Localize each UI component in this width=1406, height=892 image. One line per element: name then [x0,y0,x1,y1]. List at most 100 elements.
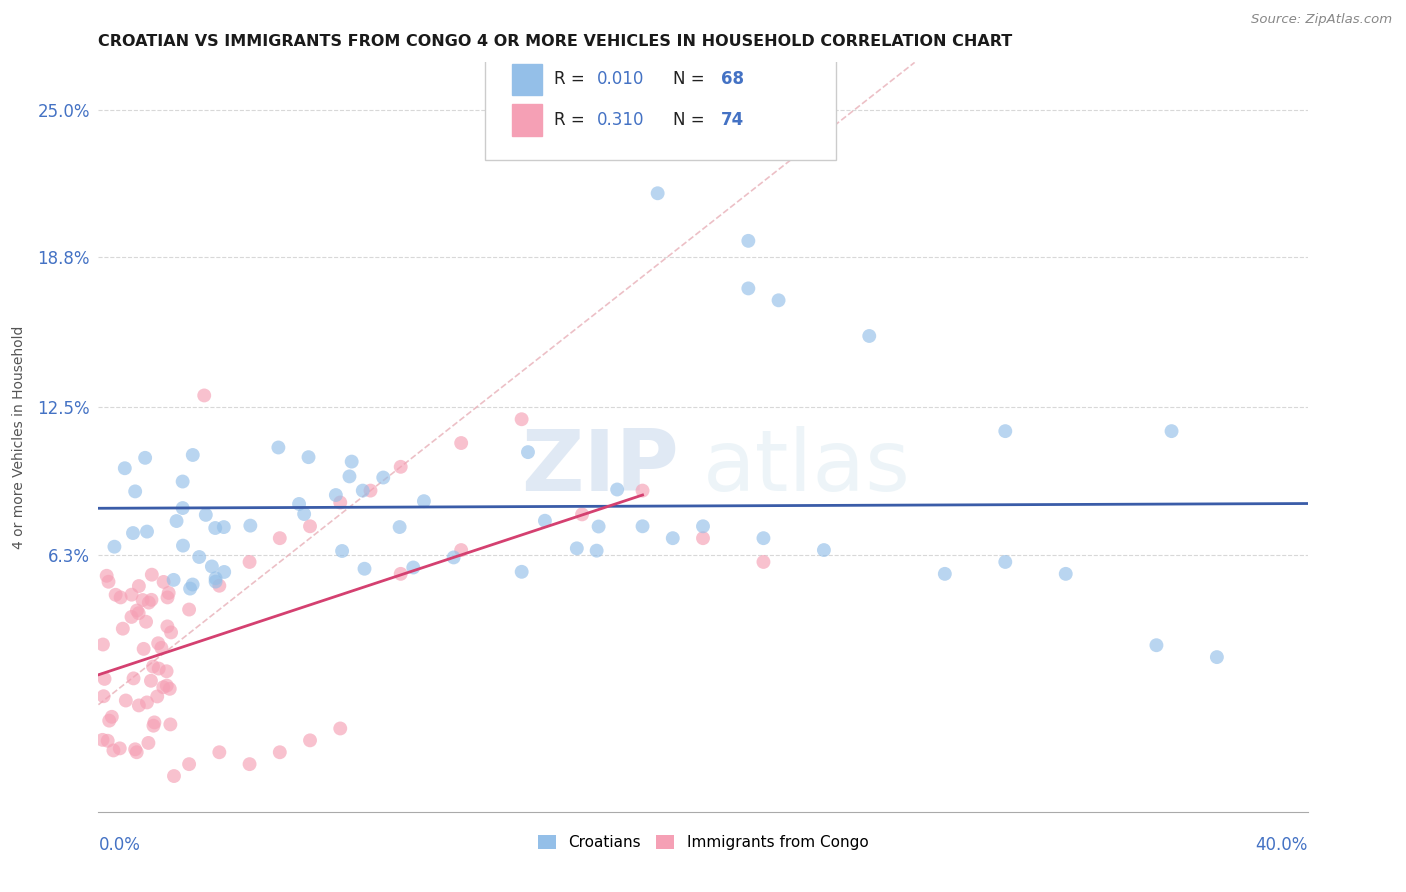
Point [160,625,183,640]
Point [131,593,153,607]
Point [269,531,291,545]
Point [157,586,180,600]
Point [110,591,132,605]
Point [104,588,127,602]
Legend: Croatians, Immigrants from Congo: Croatians, Immigrants from Congo [531,830,875,856]
Point [159,681,181,696]
Point [97,733,120,747]
Point [239,757,262,772]
Point [141,567,163,582]
Point [166,514,188,528]
Point [325,488,347,502]
Text: Source: ZipAtlas.com: Source: ZipAtlas.com [1251,13,1392,27]
Point [813,543,835,558]
Point [737,234,759,248]
Point [152,680,174,694]
Text: 74: 74 [721,111,744,129]
Point [150,640,173,655]
Point [631,519,654,533]
Point [571,508,593,522]
Point [159,717,181,731]
Point [288,497,311,511]
Point [299,733,322,747]
Point [1160,424,1182,438]
Point [389,566,412,581]
Point [752,555,775,569]
Point [155,665,177,679]
Text: N =: N = [672,70,710,88]
Point [179,757,201,772]
Point [132,641,155,656]
Text: 0.310: 0.310 [596,111,644,129]
Point [329,722,352,736]
Point [138,596,160,610]
Point [139,673,162,688]
Point [299,519,322,533]
Point [172,501,194,516]
Point [443,550,465,565]
Text: atlas: atlas [703,425,911,508]
Point [141,592,163,607]
Point [91,638,114,652]
Point [125,745,148,759]
Point [208,579,231,593]
Point [585,543,607,558]
Point [181,448,204,462]
Point [179,582,201,596]
Point [179,602,201,616]
Point [994,555,1017,569]
Point [156,679,179,693]
Point [162,573,184,587]
Point [510,412,533,426]
Point [96,568,118,582]
Point [737,281,759,295]
Point [93,672,115,686]
Point [138,736,160,750]
Point [360,483,382,498]
Point [565,541,588,556]
Point [163,769,186,783]
Point [239,518,262,533]
Point [389,459,412,474]
Point [1054,566,1077,581]
Point [181,577,204,591]
FancyBboxPatch shape [512,104,543,136]
Point [340,454,363,468]
Text: 0.0%: 0.0% [98,836,141,854]
Point [208,745,231,759]
Text: R =: R = [554,70,591,88]
Point [148,662,170,676]
Point [121,610,143,624]
Point [135,615,157,629]
Point [606,483,628,497]
Point [108,741,131,756]
Point [111,622,134,636]
Point [146,690,169,704]
Point [136,695,159,709]
Point [134,450,156,465]
Point [93,690,115,704]
Point [128,579,150,593]
Point [122,672,145,686]
Point [97,574,120,589]
Point [212,565,235,579]
Text: CROATIAN VS IMMIGRANTS FROM CONGO 4 OR MORE VEHICLES IN HOUSEHOLD CORRELATION CH: CROATIAN VS IMMIGRANTS FROM CONGO 4 OR M… [98,34,1012,49]
Text: 0.010: 0.010 [596,70,644,88]
Point [143,715,166,730]
Text: R =: R = [554,111,591,129]
Point [98,714,121,728]
Point [353,562,375,576]
Point [297,450,319,465]
Point [152,574,174,589]
Point [201,559,224,574]
Point [647,186,669,201]
Point [450,436,472,450]
Text: 40.0%: 40.0% [1256,836,1308,854]
Point [142,659,165,673]
Point [692,519,714,533]
Point [124,484,146,499]
Point [934,566,956,581]
Point [194,508,217,522]
Point [101,710,124,724]
Point [172,475,194,489]
